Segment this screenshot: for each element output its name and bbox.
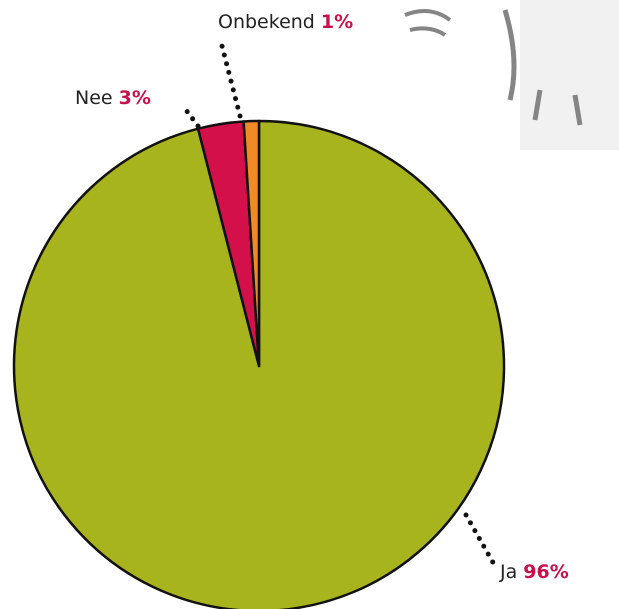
slice-label: Ja 96%	[499, 561, 569, 583]
slice-label: Onbekend 1%	[218, 11, 353, 33]
pie-slice	[242, 119, 261, 368]
leader-line	[219, 43, 243, 119]
pie-slice	[12, 119, 506, 609]
value-label: 3%	[119, 87, 151, 109]
value-label: 96%	[523, 561, 568, 583]
leader-line	[180, 103, 201, 129]
leader-line	[463, 512, 498, 569]
value-label: 1%	[321, 11, 353, 33]
category-label: Nee	[75, 87, 113, 109]
pie	[12, 119, 506, 609]
slice-label: Nee 3%	[75, 87, 151, 109]
illustration	[404, 0, 619, 150]
category-label: Ja	[499, 561, 517, 583]
category-label: Onbekend	[218, 11, 315, 33]
